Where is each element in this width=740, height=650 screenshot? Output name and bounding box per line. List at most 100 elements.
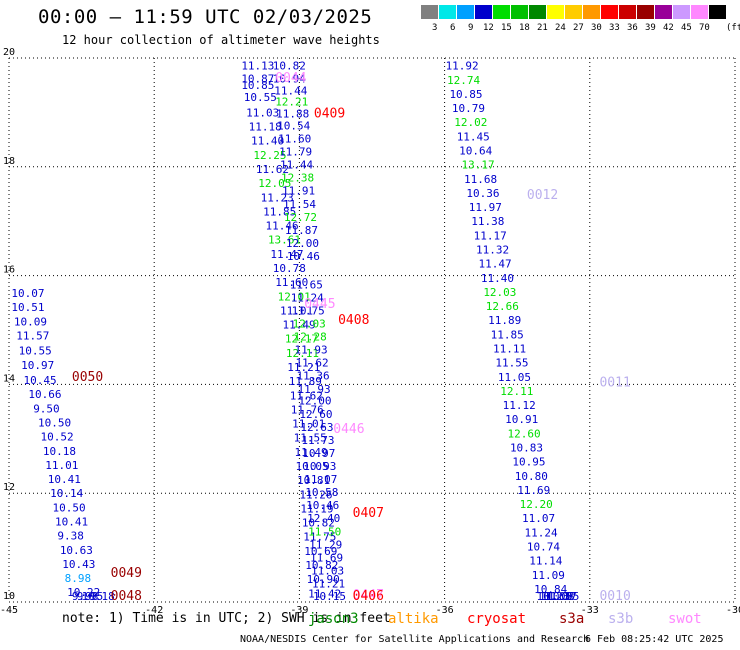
- swh-value: 10.93: [303, 460, 336, 473]
- track-id-label: 0050: [72, 370, 103, 385]
- swh-value: 10.85: [449, 88, 482, 101]
- swh-value: 10.58: [305, 486, 338, 499]
- legend-label: 9: [468, 23, 474, 33]
- swh-value: 11.29: [309, 538, 342, 551]
- swh-value: 10.63: [60, 544, 93, 557]
- swh-value: 11.37: [544, 590, 577, 603]
- lat-tick-label: 12: [3, 482, 15, 493]
- legend-label: 12: [483, 23, 494, 33]
- legend-swatch: [709, 5, 726, 19]
- swh-value: 12.05: [258, 177, 291, 190]
- note-text: note: 1) Time is in UTC; 2) SWH is in fe…: [62, 611, 391, 626]
- swh-value: 10.91: [505, 413, 538, 426]
- swh-value: 10.14: [50, 487, 83, 500]
- swh-value: 9.95: [77, 590, 104, 603]
- swh-value: 10.85: [241, 79, 274, 92]
- swh-value: 12.74: [447, 74, 480, 87]
- swh-value: 10.18: [43, 445, 76, 458]
- swh-value: 12.63: [300, 421, 333, 434]
- swh-value: 11.07: [522, 512, 555, 525]
- swh-value: 9.50: [33, 402, 60, 415]
- swh-value: 12.28: [294, 331, 327, 344]
- swh-value: 10.41: [48, 473, 81, 486]
- swh-value: 10.80: [515, 470, 548, 483]
- legend-unit: (ft): [726, 23, 740, 33]
- legend-swatch: [547, 5, 564, 19]
- swh-value: 11.68: [464, 173, 497, 186]
- swh-value: 11.07: [304, 473, 337, 486]
- swh-value: 12.03: [293, 317, 326, 330]
- satellite-key-cryosat: cryosat: [467, 611, 527, 627]
- swh-value: 10.36: [466, 187, 499, 200]
- swh-value: 10.09: [14, 315, 47, 328]
- swh-value: 9.98: [72, 590, 99, 603]
- swh-value: 11.26: [299, 488, 332, 501]
- track-id-label: 0011: [599, 376, 630, 391]
- swh-value: 10.54: [277, 119, 310, 132]
- swh-value: 11.03: [246, 106, 279, 119]
- swh-value: 12.02: [454, 116, 487, 129]
- swh-values: 10.0710.5110.0911.5710.5510.9710.4510.66…: [11, 60, 579, 603]
- legend-swatch: [655, 5, 672, 19]
- legend-label: 45: [681, 23, 692, 33]
- swh-value: 11.85: [263, 205, 296, 218]
- legend-label: 27: [573, 23, 584, 33]
- swh-value: 11.18: [249, 121, 282, 134]
- legend-swatch: [439, 5, 456, 19]
- swh-value: 10.64: [459, 144, 492, 157]
- swh-value: 12.11: [500, 385, 533, 398]
- track-id-label: 0049: [111, 566, 142, 581]
- swh-value: 11.17: [474, 229, 507, 242]
- swh-value: 11.42: [308, 587, 341, 600]
- track-id-label: 0406: [353, 589, 384, 604]
- swh-value: 11.21: [287, 361, 320, 374]
- swh-value: 10.87: [241, 73, 274, 86]
- swh-value: 11.54: [283, 198, 316, 211]
- swh-value: 11.60: [278, 133, 311, 146]
- swh-value: 11.89: [488, 314, 521, 327]
- map-subtitle: 12 hour collection of altimeter wave hei…: [62, 33, 380, 47]
- lon-tick-label: -42: [145, 605, 163, 616]
- swh-value: 10.55: [19, 345, 52, 358]
- legend-swatch: [511, 5, 528, 19]
- swh-value: 10.50: [53, 501, 86, 514]
- track-id-label: 0407: [353, 506, 384, 521]
- legend-swatch: [637, 5, 654, 19]
- legend-swatch: [601, 5, 618, 19]
- swh-value: 12.60: [508, 427, 541, 440]
- swh-value: 10.82: [305, 559, 338, 572]
- swh-value: 10.84: [534, 583, 567, 596]
- swh-value: 11.05: [498, 371, 531, 384]
- track-id-label: 0010: [599, 589, 630, 604]
- lon-tick-label: -36: [436, 605, 454, 616]
- swh-value: 11.32: [476, 243, 509, 256]
- footer-timestamp: 6 Feb 08:25:42 UTC 2025: [585, 634, 724, 645]
- track-id-label: 0044: [275, 71, 306, 86]
- swh-value: 11.62: [290, 389, 323, 402]
- legend-label: 36: [627, 23, 638, 33]
- legend-swatch: [619, 5, 636, 19]
- swh-value: 11.40: [481, 272, 514, 285]
- legend-swatch: [583, 5, 600, 19]
- swh-value: 11.01: [45, 459, 78, 472]
- swh-value: 10.95: [546, 590, 579, 603]
- track-id-label: 0409: [314, 106, 345, 121]
- swh-value: 11.09: [532, 569, 565, 582]
- swh-value: 11.47: [270, 248, 303, 261]
- swh-value: 11.36: [296, 370, 329, 383]
- legend-swatch: [475, 5, 492, 19]
- swh-value: 12.66: [486, 300, 519, 313]
- swh-value: 11.87: [285, 224, 318, 237]
- swh-value: 11.03: [541, 590, 574, 603]
- swh-value: 11.38: [471, 215, 504, 228]
- swh-value: 11.60: [275, 276, 308, 289]
- swh-value: 11.62: [256, 163, 289, 176]
- swh-value: 11.12: [503, 399, 536, 412]
- legend-swatch: [421, 5, 438, 19]
- swh-value: 11.24: [524, 526, 557, 539]
- swh-value: 12.01: [278, 290, 311, 303]
- swh-value: 11.46: [266, 220, 299, 233]
- legend-swatch: [673, 5, 690, 19]
